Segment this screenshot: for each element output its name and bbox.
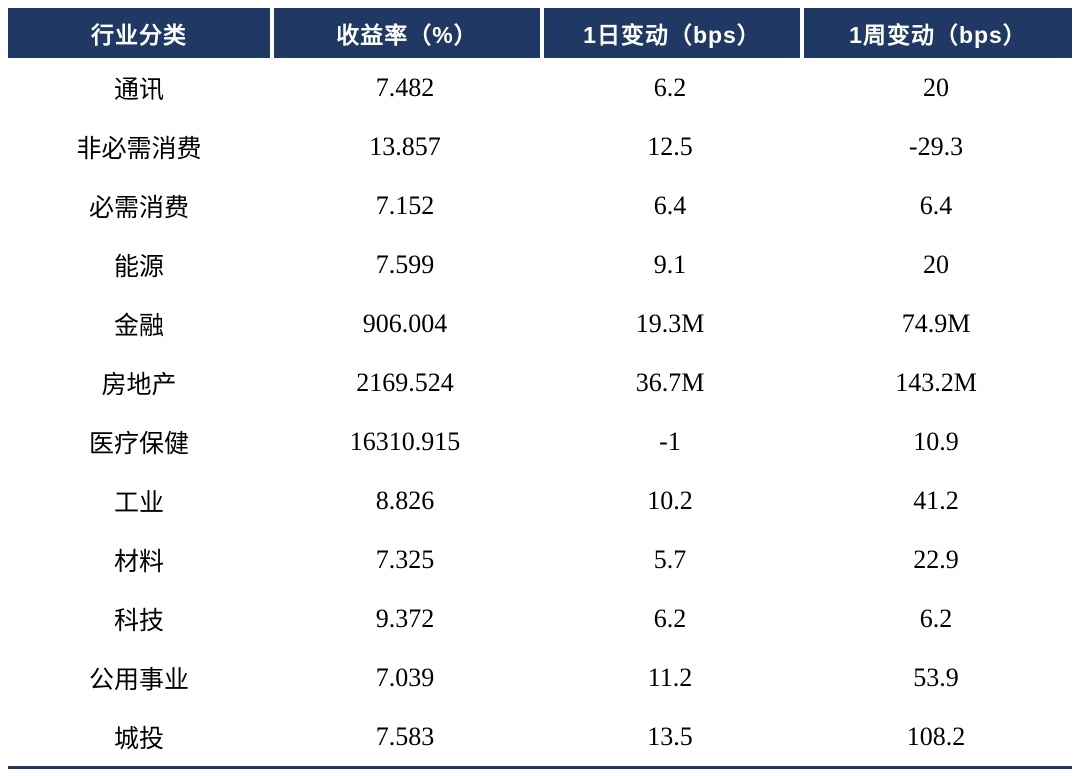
sector-name-cell: 工业: [8, 471, 270, 530]
value-cell: 53.9: [800, 648, 1072, 707]
sector-name-cell: 城投: [8, 707, 270, 766]
table-row: 科技 9.372 6.2 6.2: [8, 589, 1072, 648]
sector-name-cell: 医疗保健: [8, 412, 270, 471]
value-cell: -1: [540, 412, 800, 471]
table-row: 材料 7.325 5.7 22.9: [8, 530, 1072, 589]
value-cell: 6.4: [540, 176, 800, 235]
sector-name-cell: 科技: [8, 589, 270, 648]
table-row: 公用事业 7.039 11.2 53.9: [8, 648, 1072, 707]
value-cell: -29.3: [800, 117, 1072, 176]
value-cell: 7.152: [270, 176, 540, 235]
value-cell: 6.2: [800, 589, 1072, 648]
value-cell: 10.9: [800, 412, 1072, 471]
table: 行业分类 收益率（%） 1日变动（bps） 1周变动（bps） 通讯 7.482 6…: [8, 8, 1072, 766]
table-row: 能源 7.599 9.1 20: [8, 235, 1072, 294]
value-cell: 12.5: [540, 117, 800, 176]
value-cell: 11.2: [540, 648, 800, 707]
value-cell: 74.9M: [800, 294, 1072, 353]
value-cell: 9.372: [270, 589, 540, 648]
value-cell: 20: [800, 235, 1072, 294]
sector-name-cell: 必需消费: [8, 176, 270, 235]
value-cell: 7.583: [270, 707, 540, 766]
value-cell: 8.826: [270, 471, 540, 530]
value-cell: 22.9: [800, 530, 1072, 589]
value-cell: 108.2: [800, 707, 1072, 766]
sector-name-cell: 材料: [8, 530, 270, 589]
sector-name-cell: 金融: [8, 294, 270, 353]
table-body: 通讯 7.482 6.2 20 非必需消费 13.857 12.5 -29.3 必需消费 7.15…: [8, 58, 1072, 766]
header-yield: 收益率（%）: [270, 8, 540, 58]
value-cell: 36.7M: [540, 353, 800, 412]
table-row: 必需消费 7.152 6.4 6.4: [8, 176, 1072, 235]
sector-name-cell: 能源: [8, 235, 270, 294]
value-cell: 143.2M: [800, 353, 1072, 412]
value-cell: 20: [800, 58, 1072, 117]
value-cell: 6.2: [540, 58, 800, 117]
table-header: 行业分类 收益率（%） 1日变动（bps） 1周变动（bps）: [8, 8, 1072, 58]
header-1day-change: 1日变动（bps）: [540, 8, 800, 58]
table-row: 非必需消费 13.857 12.5 -29.3: [8, 117, 1072, 176]
sector-name-cell: 房地产: [8, 353, 270, 412]
table-row: 医疗保健 16310.915 -1 10.9: [8, 412, 1072, 471]
header-1week-change: 1周变动（bps）: [800, 8, 1072, 58]
sector-yield-table: 行业分类 收益率（%） 1日变动（bps） 1周变动（bps） 通讯 7.482 6…: [8, 8, 1072, 769]
value-cell: 16310.915: [270, 412, 540, 471]
value-cell: 5.7: [540, 530, 800, 589]
value-cell: 13.857: [270, 117, 540, 176]
value-cell: 7.482: [270, 58, 540, 117]
value-cell: 7.325: [270, 530, 540, 589]
value-cell: 10.2: [540, 471, 800, 530]
sector-name-cell: 公用事业: [8, 648, 270, 707]
value-cell: 13.5: [540, 707, 800, 766]
table-row: 工业 8.826 10.2 41.2: [8, 471, 1072, 530]
table-row: 房地产 2169.524 36.7M 143.2M: [8, 353, 1072, 412]
table-row: 金融 906.004 19.3M 74.9M: [8, 294, 1072, 353]
sector-name-cell: 非必需消费: [8, 117, 270, 176]
value-cell: 19.3M: [540, 294, 800, 353]
value-cell: 906.004: [270, 294, 540, 353]
value-cell: 6.2: [540, 589, 800, 648]
header-industry: 行业分类: [8, 8, 270, 58]
value-cell: 2169.524: [270, 353, 540, 412]
table-row: 城投 7.583 13.5 108.2: [8, 707, 1072, 766]
sector-name-cell: 通讯: [8, 58, 270, 117]
header-row: 行业分类 收益率（%） 1日变动（bps） 1周变动（bps）: [8, 8, 1072, 58]
table-row: 通讯 7.482 6.2 20: [8, 58, 1072, 117]
value-cell: 7.599: [270, 235, 540, 294]
value-cell: 41.2: [800, 471, 1072, 530]
value-cell: 9.1: [540, 235, 800, 294]
value-cell: 7.039: [270, 648, 540, 707]
value-cell: 6.4: [800, 176, 1072, 235]
